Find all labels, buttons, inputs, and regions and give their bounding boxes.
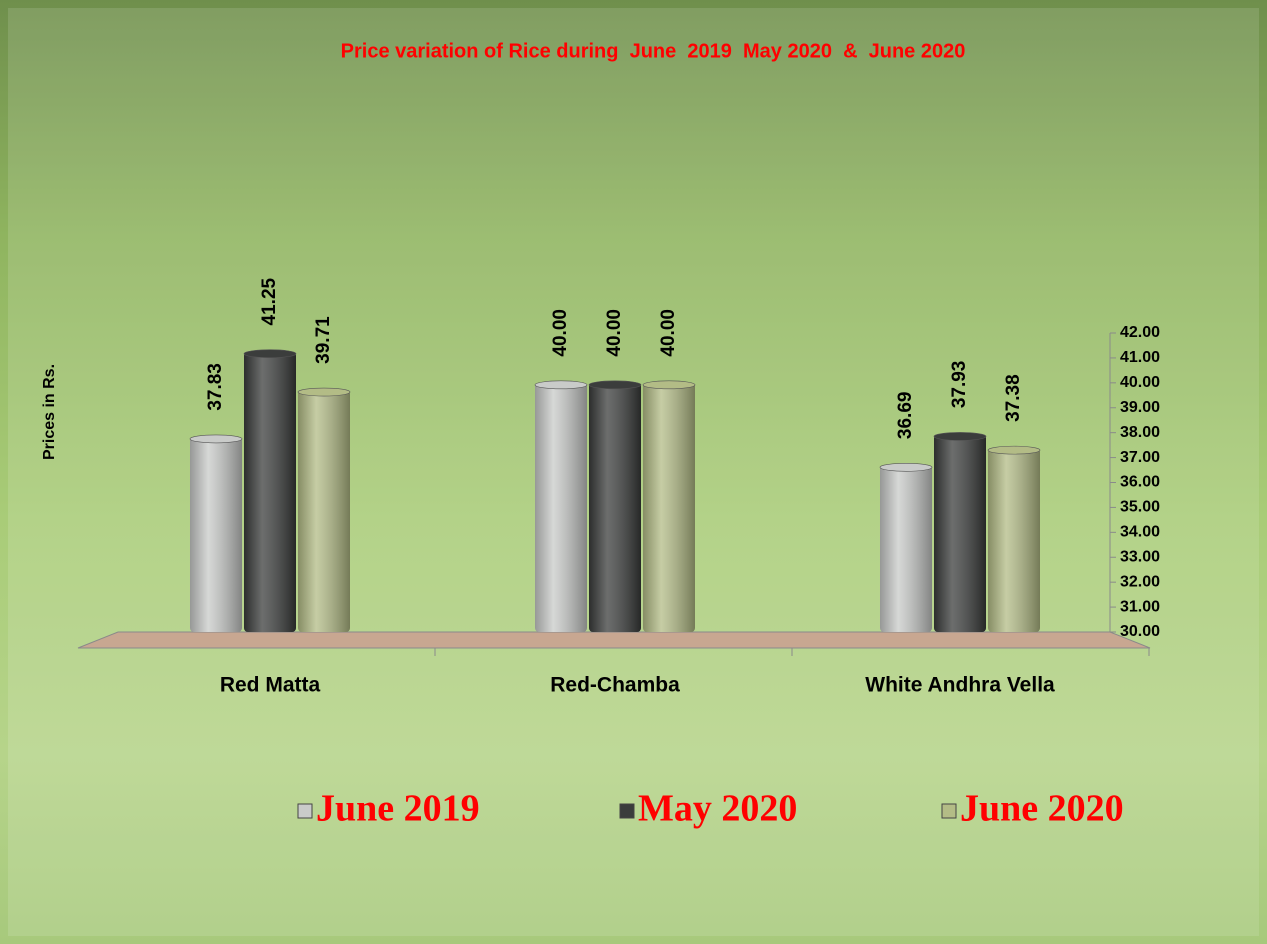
- value-label: 40.00: [604, 309, 625, 357]
- value-label: 36.69: [895, 392, 916, 440]
- y-tick-label: 39.00: [1120, 399, 1160, 416]
- y-tick-label: 30.00: [1120, 623, 1160, 640]
- y-tick-label: 41.00: [1120, 349, 1160, 366]
- value-label: 37.93: [949, 361, 970, 409]
- bar-cap: [879, 463, 933, 472]
- legend-swatch: [297, 803, 313, 819]
- chart-title: Price variation of Rice during June 2019…: [341, 40, 966, 62]
- floor: [77, 631, 1151, 649]
- bar-cap: [189, 434, 243, 444]
- value-label: 41.25: [259, 277, 280, 325]
- value-label: 40.00: [550, 309, 571, 357]
- bar-shade: [988, 448, 1040, 632]
- bar-cap: [297, 387, 351, 397]
- y-tick-label: 32.00: [1120, 573, 1160, 590]
- bar-cap: [588, 380, 642, 390]
- legend-label: June 2020: [960, 788, 1124, 830]
- bar-cap: [243, 349, 297, 358]
- legend-swatch: [941, 803, 957, 819]
- y-tick-label: 37.00: [1120, 449, 1160, 466]
- legend-label: June 2019: [316, 788, 480, 830]
- bar-shade: [589, 382, 641, 632]
- y-tick-label: 33.00: [1120, 548, 1160, 565]
- x-tick-label: Red Matta: [220, 674, 321, 697]
- bar-shade: [880, 465, 932, 632]
- y-tick-label: 31.00: [1120, 598, 1160, 615]
- x-tick-label: Red-Chamba: [550, 674, 680, 697]
- y-tick-label: 35.00: [1120, 499, 1160, 516]
- bar-cap: [987, 445, 1041, 455]
- value-label: 40.00: [658, 309, 679, 357]
- value-label: 37.83: [205, 363, 226, 411]
- bar-cap: [642, 380, 696, 390]
- bar-shade: [643, 382, 695, 632]
- x-tick-label: White Andhra Vella: [865, 674, 1055, 697]
- bar-shade: [535, 382, 587, 632]
- bar-cap: [933, 432, 987, 441]
- legend-label: May 2020: [638, 788, 797, 830]
- value-label: 37.38: [1003, 374, 1024, 422]
- bar-shade: [244, 351, 296, 632]
- value-label: 39.71: [313, 316, 334, 364]
- y-axis-title: Prices in Rs.: [41, 364, 58, 460]
- y-tick-label: 42.00: [1120, 324, 1160, 341]
- bar-shade: [934, 434, 986, 632]
- bar-cap: [534, 380, 588, 390]
- legend-swatch: [619, 803, 635, 819]
- bar-shade: [190, 436, 242, 632]
- y-tick-label: 34.00: [1120, 524, 1160, 541]
- y-tick-label: 38.00: [1120, 424, 1160, 441]
- y-tick-label: 40.00: [1120, 374, 1160, 391]
- bar-shade: [298, 390, 350, 632]
- y-tick-label: 36.00: [1120, 474, 1160, 491]
